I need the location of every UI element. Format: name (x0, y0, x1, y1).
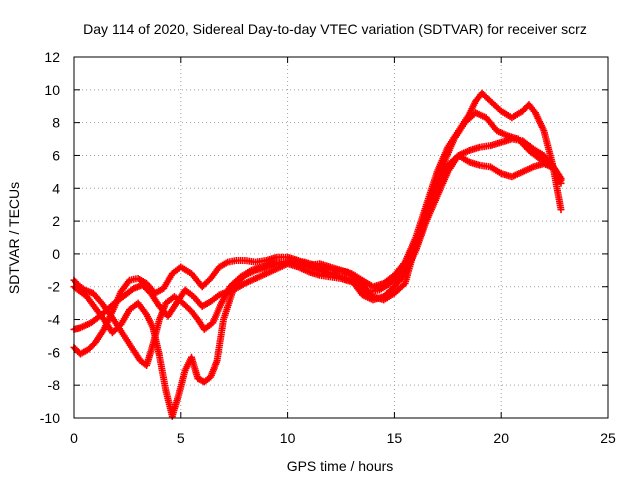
y-tick-label: -10 (40, 410, 60, 426)
x-axis-label: GPS time / hours (287, 458, 394, 474)
y-tick-label: -8 (48, 377, 61, 393)
y-tick-label: 8 (52, 115, 60, 131)
data-point (557, 174, 565, 182)
y-tick-label: -6 (48, 344, 61, 360)
tick-labels: 0 5 10 15 20 25 -10 -8 -6 -4 -2 0 2 4 6 8 10 12 (40, 49, 616, 446)
x-tick-label: 5 (177, 430, 185, 446)
y-tick-label: -2 (48, 279, 61, 295)
y-tick-label: 6 (52, 147, 60, 163)
y-tick-label: 10 (44, 82, 60, 98)
x-tick-label: 25 (600, 430, 616, 446)
x-tick-label: 20 (493, 430, 509, 446)
chart-title: Day 114 of 2020, Sidereal Day-to-day VTE… (83, 21, 587, 37)
x-tick-label: 0 (70, 430, 78, 446)
y-tick-label: 12 (44, 49, 60, 65)
x-tick-label: 10 (280, 430, 296, 446)
y-axis-label: SDTVAR / TECUs (6, 182, 22, 294)
series-track-3 (70, 89, 565, 358)
y-tick-label: 0 (52, 246, 60, 262)
data-point (557, 206, 565, 214)
series-track-4 (70, 152, 565, 420)
data-points (70, 89, 565, 420)
plot-frame (73, 56, 609, 419)
y-tick-label: 2 (52, 213, 60, 229)
x-tick-label: 15 (387, 430, 403, 446)
y-tick-label: 4 (52, 180, 60, 196)
y-tick-label: -4 (48, 312, 61, 328)
grid (73, 56, 609, 419)
data-point (400, 281, 408, 289)
